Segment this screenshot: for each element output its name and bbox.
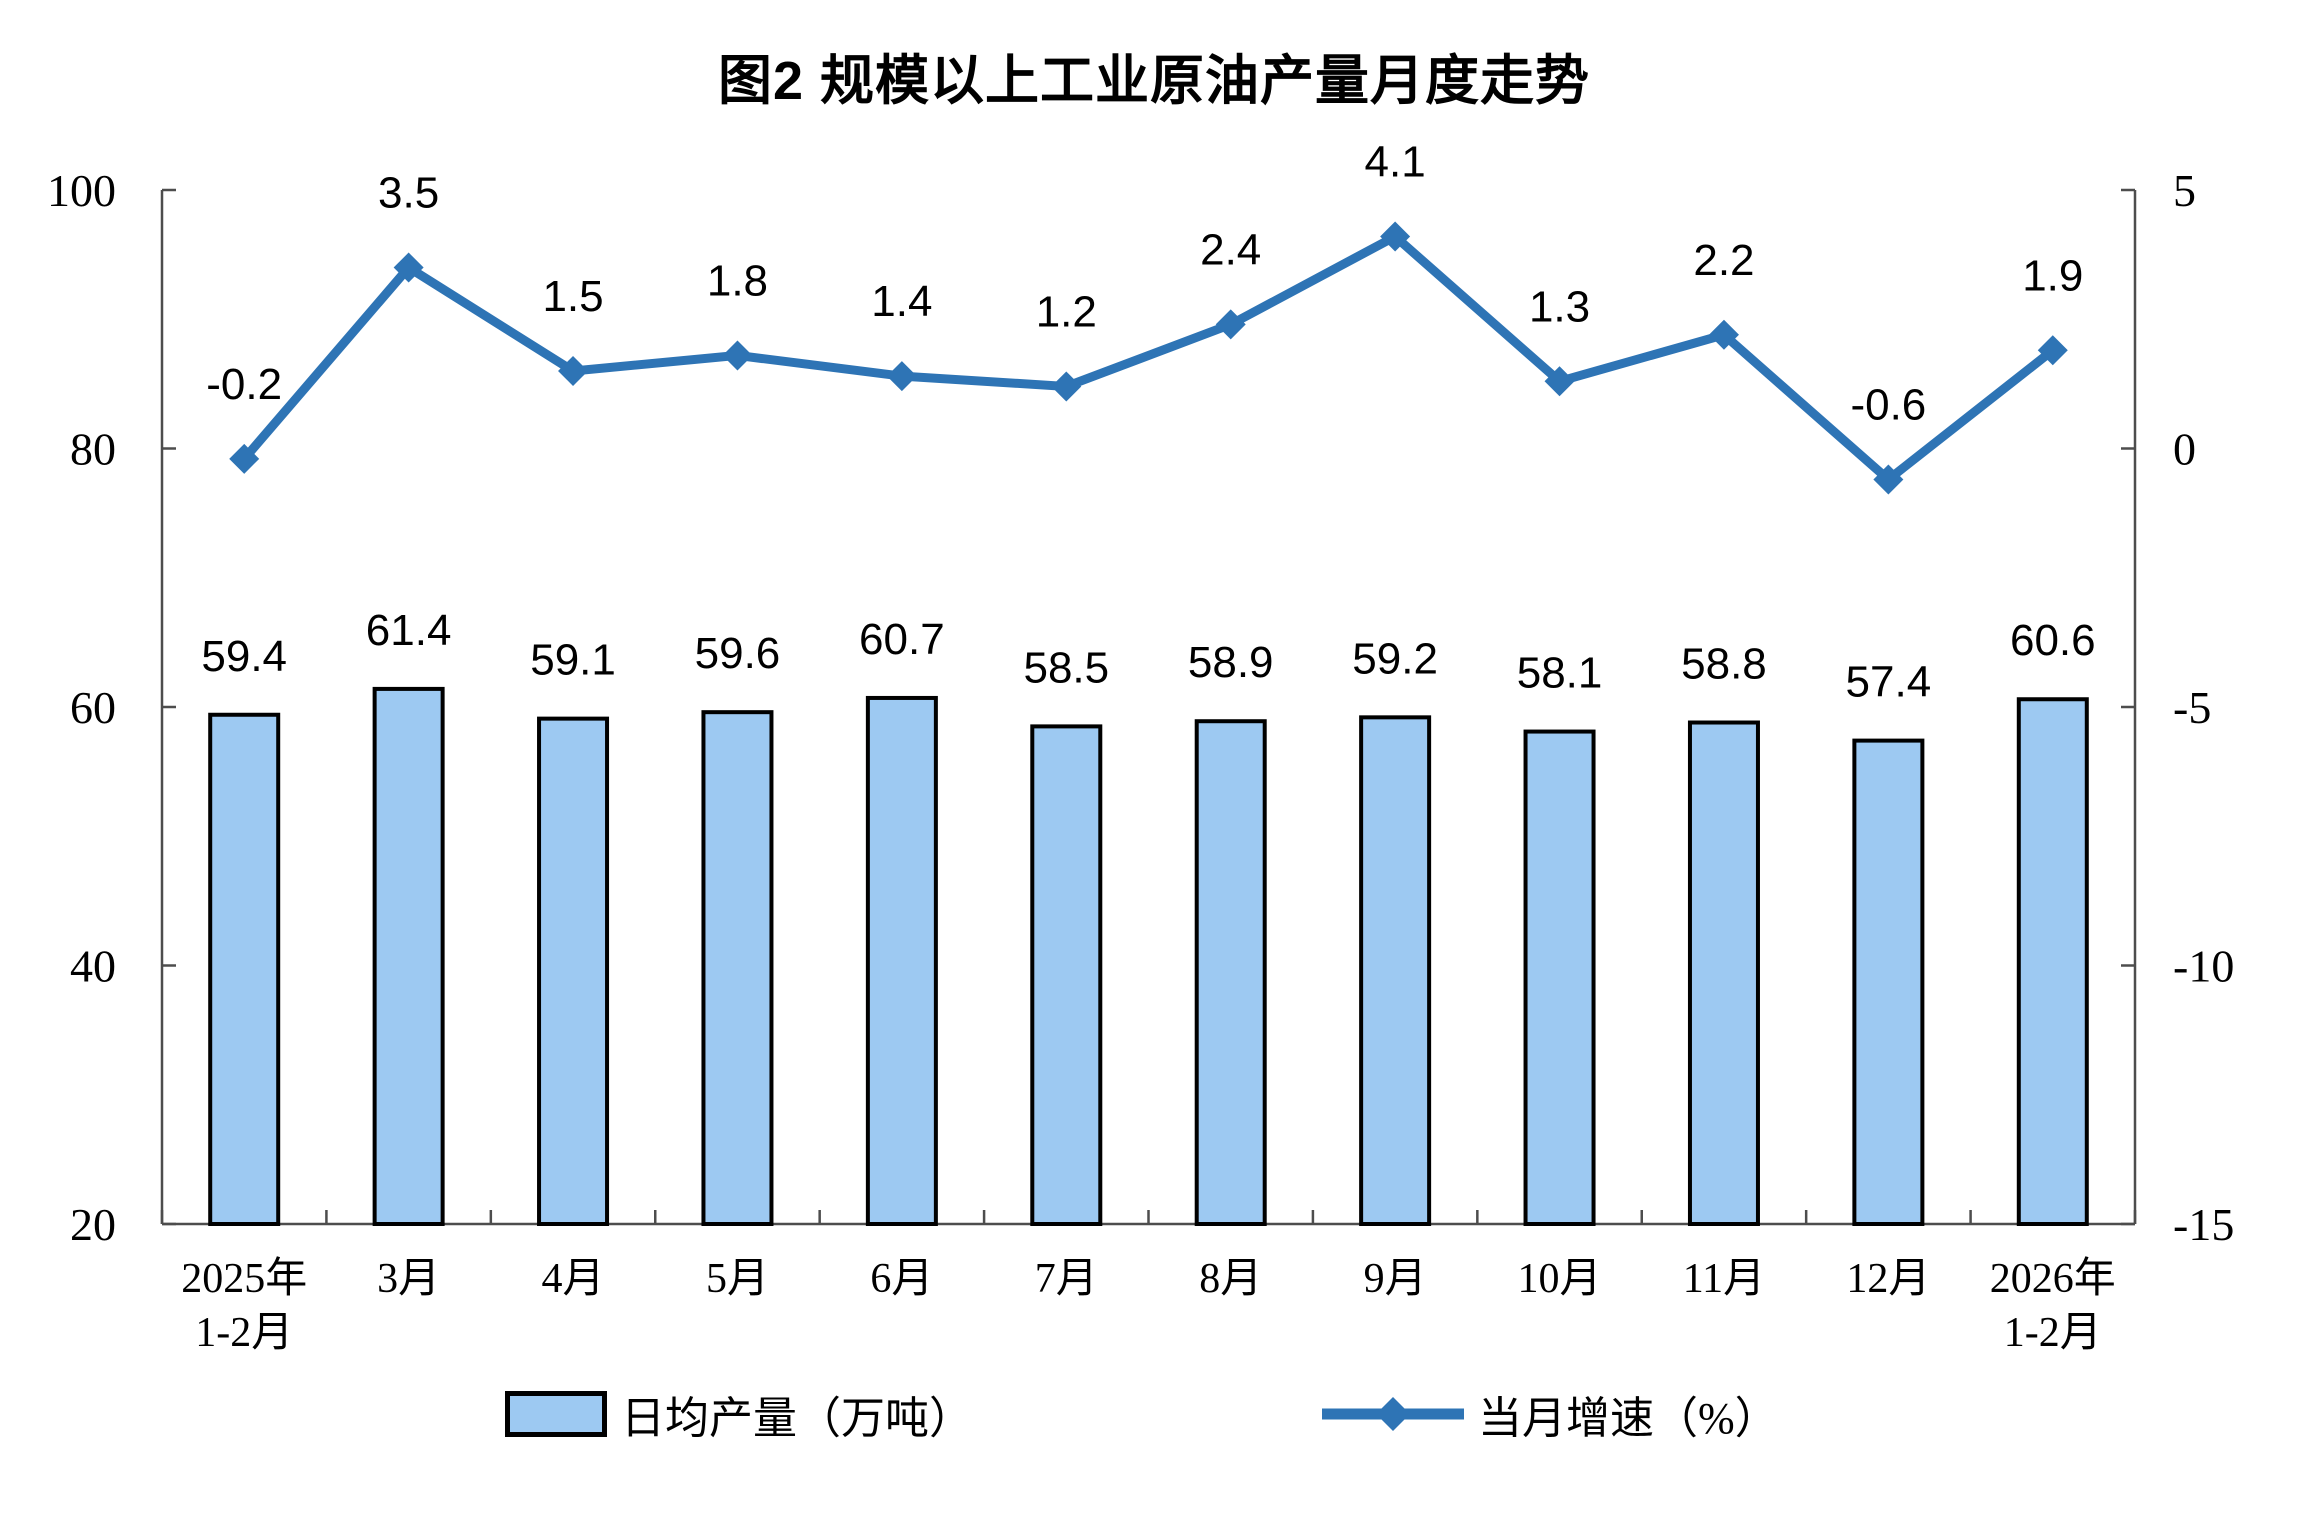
category-label: 2025年: [181, 1255, 307, 1302]
bar-series-swatch: [505, 1391, 607, 1437]
bar-value-label: 59.1: [530, 636, 616, 685]
right-axis-tick-label: -5: [2173, 682, 2211, 733]
left-axis-tick-label: 80: [70, 424, 116, 475]
line-marker-diamond: [722, 340, 753, 371]
legend-item-line: 当月增速（%）: [1318, 1388, 1779, 1443]
category-label: 4月: [542, 1256, 605, 1302]
bar-value-label: 60.7: [859, 615, 945, 664]
bar-value-label: 58.9: [1188, 638, 1274, 687]
growth-line: [240, 231, 2056, 486]
category-label: 8月: [1199, 1256, 1262, 1302]
line-value-label: 2.2: [1693, 236, 1754, 285]
line-marker-diamond: [229, 443, 260, 474]
line-marker-diamond: [1544, 366, 1575, 397]
bar: [1852, 738, 1925, 1226]
bar: [208, 712, 281, 1226]
bar-value-label: 58.8: [1681, 640, 1767, 689]
bar-value-label: 58.1: [1517, 649, 1603, 698]
bar: [701, 710, 774, 1226]
bar: [1030, 724, 1103, 1226]
bar-value-label: 57.4: [1846, 658, 1932, 707]
bar-series-label: 日均产量（万吨）: [621, 1394, 973, 1443]
category-label: 1-2月: [2004, 1310, 2102, 1356]
bar: [865, 695, 938, 1226]
line-marker-diamond: [1051, 371, 1082, 402]
left-axis-tick-label: 100: [47, 165, 116, 216]
line-value-label: 3.5: [378, 169, 439, 218]
category-label: 1-2月: [195, 1310, 293, 1356]
left-axis-tick-label: 60: [70, 682, 116, 733]
bar: [1687, 720, 1760, 1226]
line-value-label: 1.9: [2022, 251, 2083, 300]
right-axis-tick-label: 0: [2173, 424, 2196, 475]
bar: [1523, 729, 1596, 1226]
category-label: 12月: [1846, 1256, 1930, 1302]
category-label: 7月: [1035, 1256, 1098, 1302]
line-marker-diamond: [1708, 319, 1739, 350]
bar-value-label: 59.6: [695, 629, 781, 678]
line-marker-diamond: [1380, 221, 1411, 252]
right-axis-tick-label: -10: [2173, 941, 2234, 992]
line-value-label: 1.5: [542, 272, 603, 321]
line-value-label: 1.2: [1036, 287, 1097, 336]
legend-item-bar: 日均产量（万吨）: [505, 1388, 973, 1443]
line-marker-diamond: [1215, 309, 1246, 340]
line-value-label: 1.8: [707, 256, 768, 305]
bar: [1194, 719, 1267, 1227]
line-value-label: 4.1: [1365, 138, 1426, 187]
line-series-swatch: [1322, 1397, 1464, 1431]
bar-value-label: 60.6: [2010, 616, 2096, 665]
category-label: 11月: [1683, 1256, 1765, 1302]
line-marker-diamond: [393, 252, 424, 283]
left-axis-tick-label: 20: [70, 1199, 116, 1250]
left-axis-tick-label: 40: [70, 941, 116, 992]
right-axis-tick-label: -15: [2173, 1199, 2234, 1250]
bar: [1359, 715, 1432, 1227]
bar-value-label: 58.5: [1023, 643, 1109, 692]
line-marker-diamond: [886, 361, 917, 392]
bar-value-label: 61.4: [366, 606, 452, 655]
line-value-label: 1.3: [1529, 282, 1590, 331]
line-marker-diamond: [558, 355, 589, 386]
line-series-label: 当月增速（%）: [1478, 1394, 1779, 1443]
line-marker-diamond: [1873, 464, 1904, 495]
category-label: 5月: [706, 1256, 769, 1302]
line-marker-diamond: [2037, 335, 2068, 366]
bar: [372, 686, 445, 1226]
bar-value-label: 59.4: [201, 632, 287, 681]
line-value-label: -0.6: [1850, 381, 1926, 430]
category-label: 2026年: [1990, 1255, 2116, 1302]
line-value-label: 1.4: [871, 277, 932, 326]
chart-title: 图2 规模以上工业原油产量月度走势: [717, 51, 1591, 111]
line-value-label: 2.4: [1200, 225, 1261, 274]
bar-value-label: 59.2: [1352, 634, 1438, 683]
category-label: 6月: [870, 1256, 933, 1302]
category-label: 3月: [377, 1256, 440, 1302]
legend-diamond-icon: [1376, 1397, 1410, 1431]
category-label: 9月: [1364, 1256, 1427, 1302]
line-value-label: -0.2: [206, 360, 282, 409]
right-axis-tick-label: 5: [2173, 165, 2196, 216]
bar: [537, 716, 610, 1226]
bar: [2016, 697, 2089, 1226]
category-label: 10月: [1518, 1256, 1602, 1302]
